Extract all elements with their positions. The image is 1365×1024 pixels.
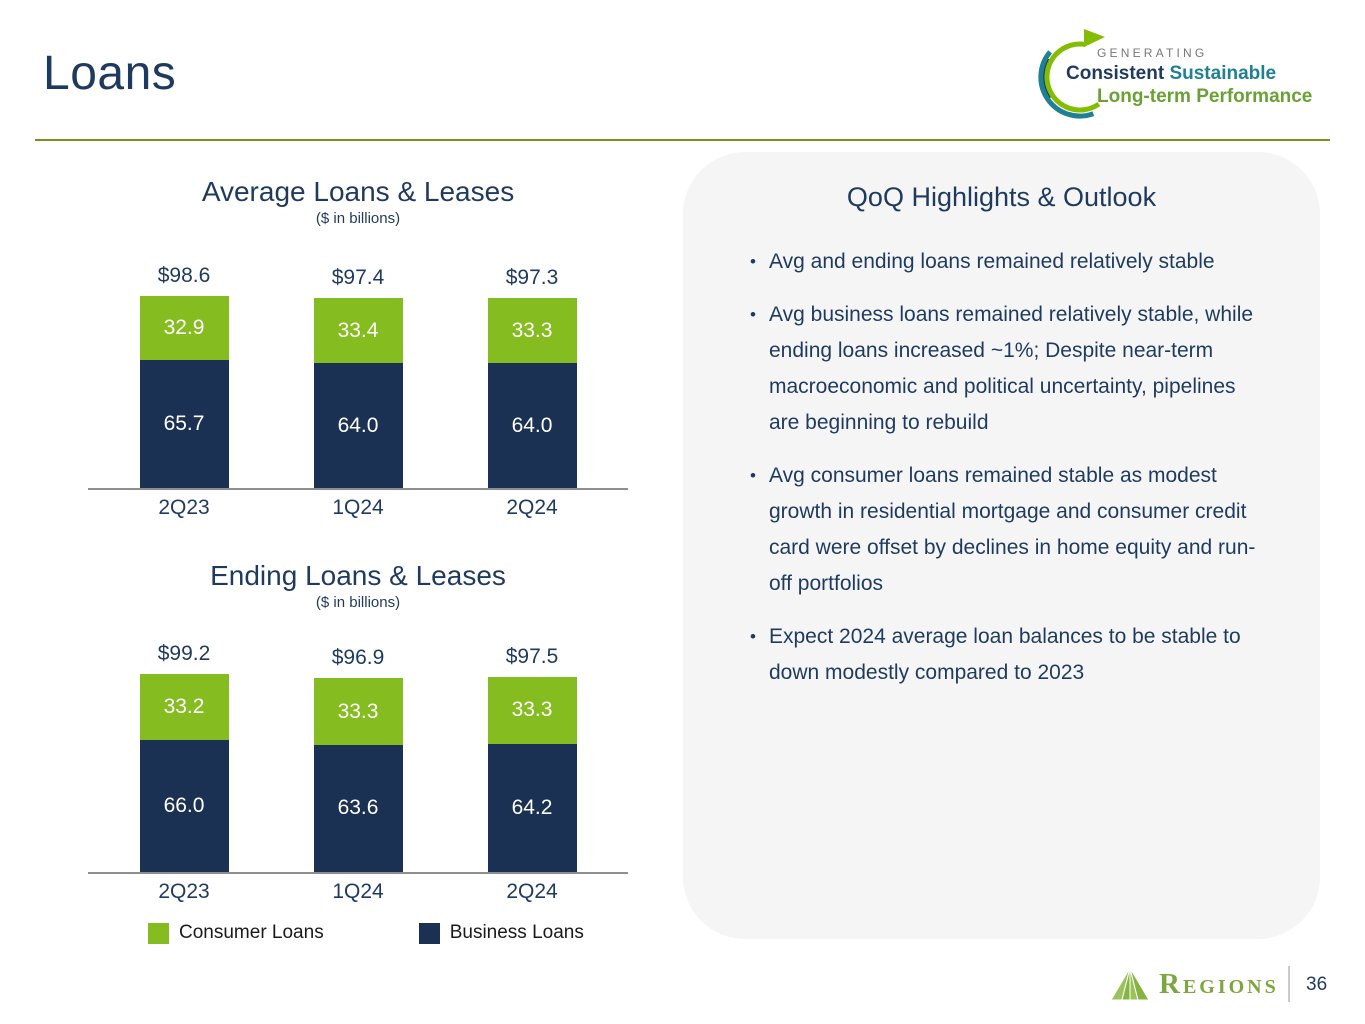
- highlights-title: QoQ Highlights & Outlook: [846, 182, 1157, 212]
- bullet-text: Avg business loans remained relatively s…: [769, 303, 1254, 434]
- bar-column: $96.9 33.3 63.6: [313, 646, 403, 872]
- category-label: 1Q24: [332, 496, 384, 519]
- bar-total-label: $97.4: [331, 266, 385, 290]
- bullet-item: • Avg and ending loans remained relativel…: [737, 244, 1266, 280]
- page-number: 36: [1306, 974, 1328, 995]
- logo-longterm-label: Long-term Performance: [1097, 86, 1313, 107]
- bullet-text: Expect 2024 average loan balances to be …: [769, 625, 1241, 684]
- bullet-item: • Avg consumer loans remained stable as m…: [737, 458, 1266, 602]
- bar-segment-consumer-loans: 33.3: [313, 678, 403, 745]
- business-loans-swatch-icon: [418, 922, 440, 944]
- chart-title: Average Loans & Leases: [201, 176, 515, 207]
- bar-segment-business-loans: 66.0: [139, 740, 229, 872]
- bar-total-label: $99.2: [157, 641, 211, 665]
- generating-performance-logo: GENERATING Consistent Sustainable Long-t…: [1030, 12, 1340, 140]
- legend-label: Business Loans: [449, 922, 584, 943]
- bar-segment-business-loans: 65.7: [139, 359, 229, 488]
- bar-segment-business-loans: 63.6: [313, 744, 403, 872]
- bar-column: $98.6 32.9 65.7: [139, 263, 229, 488]
- legend-label: Consumer Loans: [179, 922, 324, 943]
- bar-segment-consumer-loans: 32.9: [139, 295, 229, 360]
- bullet-icon: •: [750, 627, 756, 646]
- category-label: 2Q23: [158, 496, 210, 519]
- bar-column: $97.4 33.4 64.0: [313, 266, 403, 488]
- ending-loans-chart: Ending Loans & Leases ($ in billions) $9…: [88, 560, 628, 904]
- chart-subtitle: ($ in billions): [315, 210, 401, 227]
- legend-item-business: Business Loans: [418, 922, 584, 944]
- category-axis: 2Q23 1Q24 2Q24: [88, 880, 628, 904]
- title-divider: [35, 139, 1330, 141]
- bar-segment-business-loans: 64.0: [313, 363, 403, 488]
- circular-arrows-icon: [1038, 29, 1105, 119]
- average-loans-chart: Average Loans & Leases ($ in billions) $…: [88, 176, 628, 520]
- regions-logo: Regions: [1110, 964, 1279, 1004]
- category-axis: 2Q23 1Q24 2Q24: [88, 496, 628, 520]
- plot-area: $98.6 32.9 65.7 $97.4 33.4 64.0 $97.3 33.3 64.0: [88, 236, 628, 488]
- bar-segment-consumer-loans: 33.2: [139, 673, 229, 740]
- bullet-item: • Expect 2024 average loan balances to be…: [737, 619, 1266, 691]
- bullet-icon: •: [750, 252, 756, 271]
- bullet-item: • Avg business loans remained relatively …: [737, 297, 1266, 441]
- category-label: 2Q23: [158, 880, 210, 903]
- chart-subtitle: ($ in billions): [315, 594, 401, 611]
- footer-divider: [1288, 966, 1290, 1002]
- chart-legend: Consumer Loans Business Loans: [88, 922, 628, 944]
- category-label: 2Q24: [506, 496, 558, 519]
- bar-total-label: $96.9: [331, 646, 385, 670]
- bullet-list: • Avg and ending loans remained relativel…: [713, 244, 1290, 691]
- logo-text: GENERATING Consistent Sustainable Long-t…: [1066, 46, 1312, 108]
- highlights-panel: QoQ Highlights & Outlook • Avg and ending…: [683, 152, 1320, 939]
- bar-column: $97.5 33.3 64.2: [487, 645, 577, 872]
- logo-sustainable: Sustainable: [1164, 63, 1277, 84]
- bullet-text: Avg consumer loans remained stable as mo…: [769, 464, 1256, 595]
- bar-total-label: $98.6: [157, 263, 211, 287]
- x-axis-line: [88, 872, 628, 874]
- bar-segment-business-loans: 64.0: [487, 363, 577, 488]
- bar-total-label: $97.5: [505, 645, 559, 669]
- bullet-icon: •: [750, 305, 756, 324]
- bar-segment-consumer-loans: 33.3: [487, 677, 577, 744]
- bar-column: $97.3 33.3 64.0: [487, 266, 577, 488]
- bar-total-label: $97.3: [505, 266, 559, 290]
- x-axis-line: [88, 488, 628, 490]
- bar-segment-consumer-loans: 33.3: [487, 298, 577, 364]
- legend-item-consumer: Consumer Loans: [148, 922, 324, 944]
- category-label: 2Q24: [506, 880, 558, 903]
- logo-generating-label: GENERATING: [1097, 46, 1208, 60]
- page-title: Loans: [43, 47, 177, 100]
- bar-segment-business-loans: 64.2: [487, 743, 577, 872]
- plot-area: $99.2 33.2 66.0 $96.9 33.3 63.6 $97.5 33.3 64.2: [88, 620, 628, 872]
- regions-pyramid-icon: [1110, 967, 1150, 1001]
- logo-consistent-sustainable-label: Consistent Sustainable: [1066, 63, 1312, 85]
- chart-title: Ending Loans & Leases: [210, 560, 506, 591]
- bullet-text: Avg and ending loans remained relatively…: [769, 250, 1215, 273]
- bar-column: $99.2 33.2 66.0: [139, 641, 229, 872]
- category-label: 1Q24: [332, 880, 384, 903]
- bar-segment-consumer-loans: 33.4: [313, 298, 403, 364]
- consumer-loans-swatch-icon: [148, 922, 169, 944]
- logo-consistent: Consistent: [1066, 63, 1165, 84]
- regions-wordmark: Regions: [1159, 968, 1279, 1000]
- bullet-icon: •: [750, 466, 756, 485]
